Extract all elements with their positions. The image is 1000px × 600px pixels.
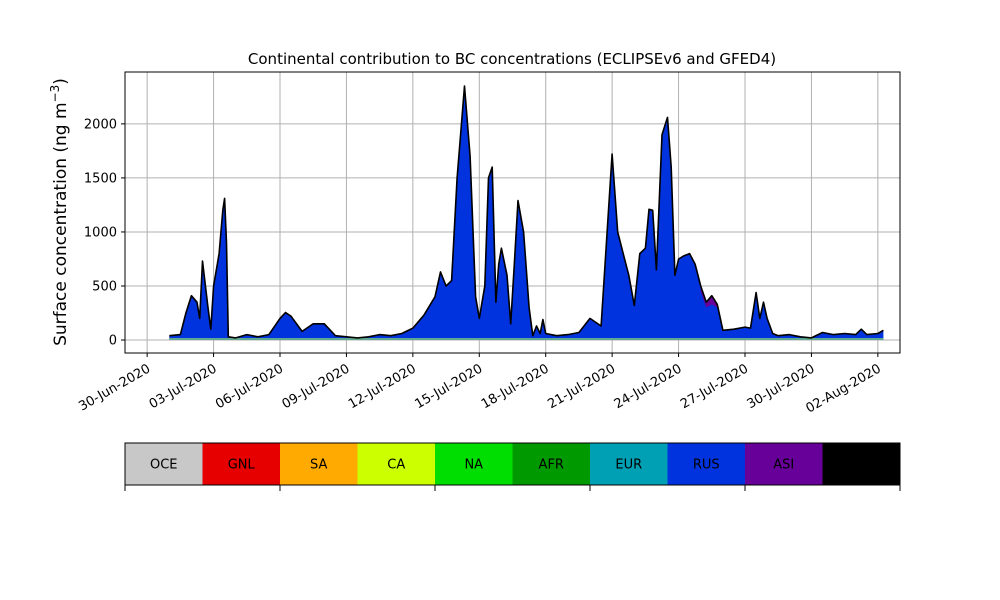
x-tick-label: 24-Jul-2020 — [612, 361, 685, 412]
legend-label-na: NA — [464, 458, 483, 473]
series-layer — [169, 85, 884, 340]
x-tick-label: 03-Jul-2020 — [147, 361, 220, 412]
total-line — [169, 85, 884, 339]
legend-swatch-oce — [125, 443, 203, 485]
axes-frame — [124, 71, 901, 354]
legend-frame — [124, 442, 901, 486]
legend-label-rus: RUS — [693, 458, 720, 473]
x-tick-label: 02-Aug-2020 — [804, 361, 884, 416]
legend-swatch-aus — [822, 443, 901, 485]
x-tick-label: 09-Jul-2020 — [280, 361, 353, 412]
y-tick-label: 1500 — [84, 171, 117, 186]
y-tick-label: 1000 — [84, 225, 117, 240]
x-tick-label: 27-Jul-2020 — [678, 361, 751, 412]
y-axis-ticks: 0 500 1000 1500 2000 — [84, 117, 125, 349]
x-tick-label: 18-Jul-2020 — [479, 361, 552, 412]
legend-label-aus: AUS — [848, 458, 875, 473]
x-axis-ticks: 30-Jun-202003-Jul-202006-Jul-202009-Jul-… — [76, 353, 884, 417]
legend-swatch-ca — [357, 443, 436, 485]
chart-title: Continental contribution to BC concentra… — [248, 50, 776, 68]
legend-label-afr: AFR — [539, 458, 564, 473]
y-axis-label-sup: −3 — [48, 85, 62, 103]
legend-swatch-eur — [590, 443, 668, 485]
y-tick-label: 2000 — [84, 117, 117, 132]
legend-swatch-na — [435, 443, 513, 485]
y-axis-label: Surface concentration (ng m−3) — [48, 78, 71, 346]
legend-label-ca: CA — [387, 458, 405, 473]
legend-label-sa: SA — [310, 458, 327, 473]
x-tick-label: 06-Jul-2020 — [213, 361, 286, 412]
y-axis-label-close: ) — [51, 78, 71, 85]
legend-label-eur: EUR — [615, 458, 642, 473]
x-tick-label: 30-Jun-2020 — [76, 361, 153, 414]
legend-label-oce: OCE — [150, 458, 178, 473]
legend-swatch-sa — [280, 443, 358, 485]
legend-label-asi: ASI — [773, 458, 794, 473]
y-tick-label: 0 — [109, 334, 117, 349]
legend-swatch-afr — [512, 443, 591, 485]
legend-swatch-asi — [745, 443, 823, 485]
legend-colorbar: OCE GNL SA CA NA AFR EUR RUS ASI AUS — [124, 442, 901, 491]
legend-label-gnl: GNL — [228, 458, 256, 473]
legend-swatch-rus — [667, 443, 746, 485]
y-axis-label-main: Surface concentration (ng m — [51, 102, 71, 345]
area-rus — [169, 86, 884, 340]
x-tick-label: 15-Jul-2020 — [412, 361, 485, 412]
legend-swatch-gnl — [202, 443, 281, 485]
x-tick-label: 12-Jul-2020 — [346, 361, 419, 412]
x-tick-label: 21-Jul-2020 — [545, 361, 618, 412]
y-tick-label: 500 — [92, 279, 117, 294]
